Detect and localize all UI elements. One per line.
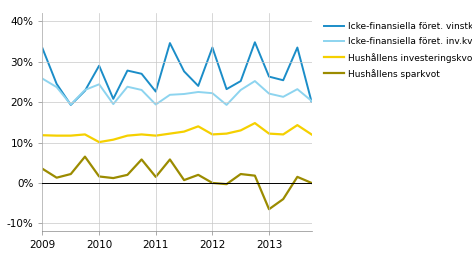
Hushållens sparkvot xyxy=(238,173,244,176)
Icke-finansiella föret. vinstkvot xyxy=(266,75,272,78)
Icke-finansiella föret. inv.kvot xyxy=(125,85,130,88)
Hushållens sparkvot xyxy=(68,173,74,176)
Hushållens investeringskvot xyxy=(210,133,215,136)
Hushållens sparkvot xyxy=(153,175,159,179)
Icke-finansiella föret. inv.kvot xyxy=(153,103,159,106)
Icke-finansiella föret. vinstkvot xyxy=(153,90,159,93)
Icke-finansiella föret. vinstkvot xyxy=(280,79,286,82)
Hushållens sparkvot xyxy=(139,158,144,161)
Hushållens sparkvot xyxy=(210,181,215,185)
Hushållens investeringskvot xyxy=(224,132,229,135)
Icke-finansiella föret. vinstkvot xyxy=(167,42,173,45)
Hushållens sparkvot xyxy=(295,175,300,179)
Hushållens investeringskvot xyxy=(181,130,187,133)
Icke-finansiella föret. vinstkvot xyxy=(224,88,229,91)
Hushållens sparkvot xyxy=(110,176,116,180)
Hushållens sparkvot xyxy=(54,176,59,179)
Hushållens sparkvot xyxy=(195,173,201,176)
Icke-finansiella föret. inv.kvot xyxy=(54,85,59,89)
Hushållens sparkvot xyxy=(266,208,272,211)
Icke-finansiella föret. inv.kvot xyxy=(210,92,215,95)
Icke-finansiella föret. vinstkvot xyxy=(238,79,244,83)
Icke-finansiella föret. vinstkvot xyxy=(210,46,215,49)
Hushållens sparkvot xyxy=(167,158,173,161)
Hushållens investeringskvot xyxy=(195,125,201,128)
Hushållens investeringskvot xyxy=(110,138,116,141)
Icke-finansiella föret. inv.kvot xyxy=(224,103,229,107)
Hushållens investeringskvot xyxy=(266,132,272,135)
Icke-finansiella föret. inv.kvot xyxy=(68,103,74,106)
Icke-finansiella föret. inv.kvot xyxy=(309,99,314,103)
Icke-finansiella föret. vinstkvot xyxy=(40,47,45,50)
Hushållens investeringskvot xyxy=(252,122,258,125)
Hushållens investeringskvot xyxy=(238,129,244,132)
Hushållens investeringskvot xyxy=(54,134,59,137)
Icke-finansiella föret. vinstkvot xyxy=(82,89,88,92)
Hushållens investeringskvot xyxy=(139,133,144,136)
Hushållens sparkvot xyxy=(96,175,102,178)
Icke-finansiella föret. vinstkvot xyxy=(96,64,102,67)
Hushållens investeringskvot xyxy=(82,133,88,136)
Hushållens investeringskvot xyxy=(96,140,102,144)
Hushållens investeringskvot xyxy=(153,134,159,137)
Line: Icke-finansiella föret. inv.kvot: Icke-finansiella föret. inv.kvot xyxy=(42,79,312,105)
Hushållens investeringskvot xyxy=(295,124,300,127)
Icke-finansiella föret. inv.kvot xyxy=(167,93,173,96)
Hushållens sparkvot xyxy=(181,179,187,182)
Hushållens sparkvot xyxy=(40,167,45,170)
Icke-finansiella föret. vinstkvot xyxy=(181,70,187,73)
Icke-finansiella föret. vinstkvot xyxy=(252,41,258,44)
Hushållens sparkvot xyxy=(309,181,314,185)
Hushållens sparkvot xyxy=(252,174,258,177)
Icke-finansiella föret. vinstkvot xyxy=(295,46,300,49)
Hushållens sparkvot xyxy=(125,173,130,176)
Hushållens investeringskvot xyxy=(40,134,45,137)
Icke-finansiella föret. vinstkvot xyxy=(195,84,201,88)
Icke-finansiella föret. vinstkvot xyxy=(139,72,144,75)
Hushållens investeringskvot xyxy=(167,132,173,135)
Icke-finansiella föret. inv.kvot xyxy=(280,95,286,98)
Icke-finansiella föret. inv.kvot xyxy=(266,92,272,95)
Hushållens investeringskvot xyxy=(309,133,314,136)
Icke-finansiella föret. inv.kvot xyxy=(82,88,88,92)
Icke-finansiella föret. inv.kvot xyxy=(96,83,102,86)
Icke-finansiella föret. inv.kvot xyxy=(110,103,116,106)
Hushållens sparkvot xyxy=(280,198,286,201)
Icke-finansiella föret. inv.kvot xyxy=(238,88,244,92)
Icke-finansiella föret. inv.kvot xyxy=(252,79,258,83)
Icke-finansiella föret. inv.kvot xyxy=(181,92,187,95)
Icke-finansiella föret. inv.kvot xyxy=(139,88,144,92)
Icke-finansiella föret. vinstkvot xyxy=(125,69,130,72)
Icke-finansiella föret. inv.kvot xyxy=(295,88,300,91)
Hushållens investeringskvot xyxy=(125,134,130,137)
Legend: Icke-finansiella föret. vinstkvot, Icke-finansiella föret. inv.kvot, Hushållens : Icke-finansiella föret. vinstkvot, Icke-… xyxy=(324,22,472,79)
Hushållens investeringskvot xyxy=(68,134,74,137)
Line: Hushållens sparkvot: Hushållens sparkvot xyxy=(42,157,312,209)
Icke-finansiella föret. vinstkvot xyxy=(309,100,314,103)
Icke-finansiella föret. vinstkvot xyxy=(110,97,116,100)
Hushållens sparkvot xyxy=(224,183,229,186)
Icke-finansiella föret. inv.kvot xyxy=(195,90,201,94)
Line: Icke-finansiella föret. vinstkvot: Icke-finansiella föret. vinstkvot xyxy=(42,42,312,105)
Icke-finansiella föret. vinstkvot xyxy=(54,82,59,85)
Hushållens sparkvot xyxy=(82,155,88,158)
Hushållens investeringskvot xyxy=(280,133,286,136)
Icke-finansiella föret. inv.kvot xyxy=(40,77,45,80)
Line: Hushållens investeringskvot: Hushållens investeringskvot xyxy=(42,123,312,142)
Icke-finansiella föret. vinstkvot xyxy=(68,103,74,107)
